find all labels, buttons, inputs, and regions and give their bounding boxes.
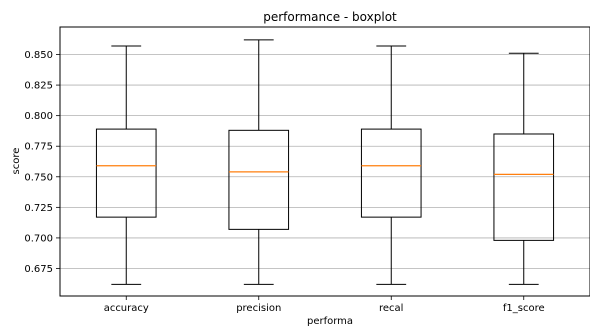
y-tick-label: 0.675 (24, 264, 53, 275)
iqr-box (228, 129, 290, 230)
y-tick-label: 0.825 (24, 81, 53, 92)
y-tick-label: 0.850 (24, 50, 53, 61)
x-axis-title: performa (307, 316, 353, 327)
y-tick-label: 0.725 (24, 203, 53, 214)
y-tick-label: 0.775 (24, 142, 53, 153)
box-accuracy (95, 45, 157, 285)
box-precision (228, 39, 290, 285)
iqr-box (493, 133, 555, 241)
y-tick-label: 0.700 (24, 233, 53, 244)
y-tick-label: 0.800 (24, 111, 53, 122)
y-tick-label: 0.750 (24, 172, 53, 183)
y-axis-title: score (11, 148, 22, 175)
chart-title: performance - boxplot (263, 10, 397, 24)
boxes (95, 39, 555, 285)
x-tick-label: f1_score (503, 303, 545, 314)
grid-lines (60, 54, 590, 269)
iqr-box (95, 128, 157, 218)
x-tick-label: recal (379, 303, 403, 314)
box-recal (360, 45, 422, 285)
x-tick-label: precision (236, 303, 281, 314)
box-f1_score (493, 52, 555, 285)
y-axis-ticks: 0.675 0.700 0.725 0.750 0.775 0.800 0.825 0.850 (24, 50, 60, 275)
x-tick-label: accuracy (104, 303, 149, 314)
iqr-box (360, 128, 422, 218)
plot-frame (59, 26, 590, 297)
x-axis-ticks: accuracy precision recal f1_score (104, 296, 545, 314)
